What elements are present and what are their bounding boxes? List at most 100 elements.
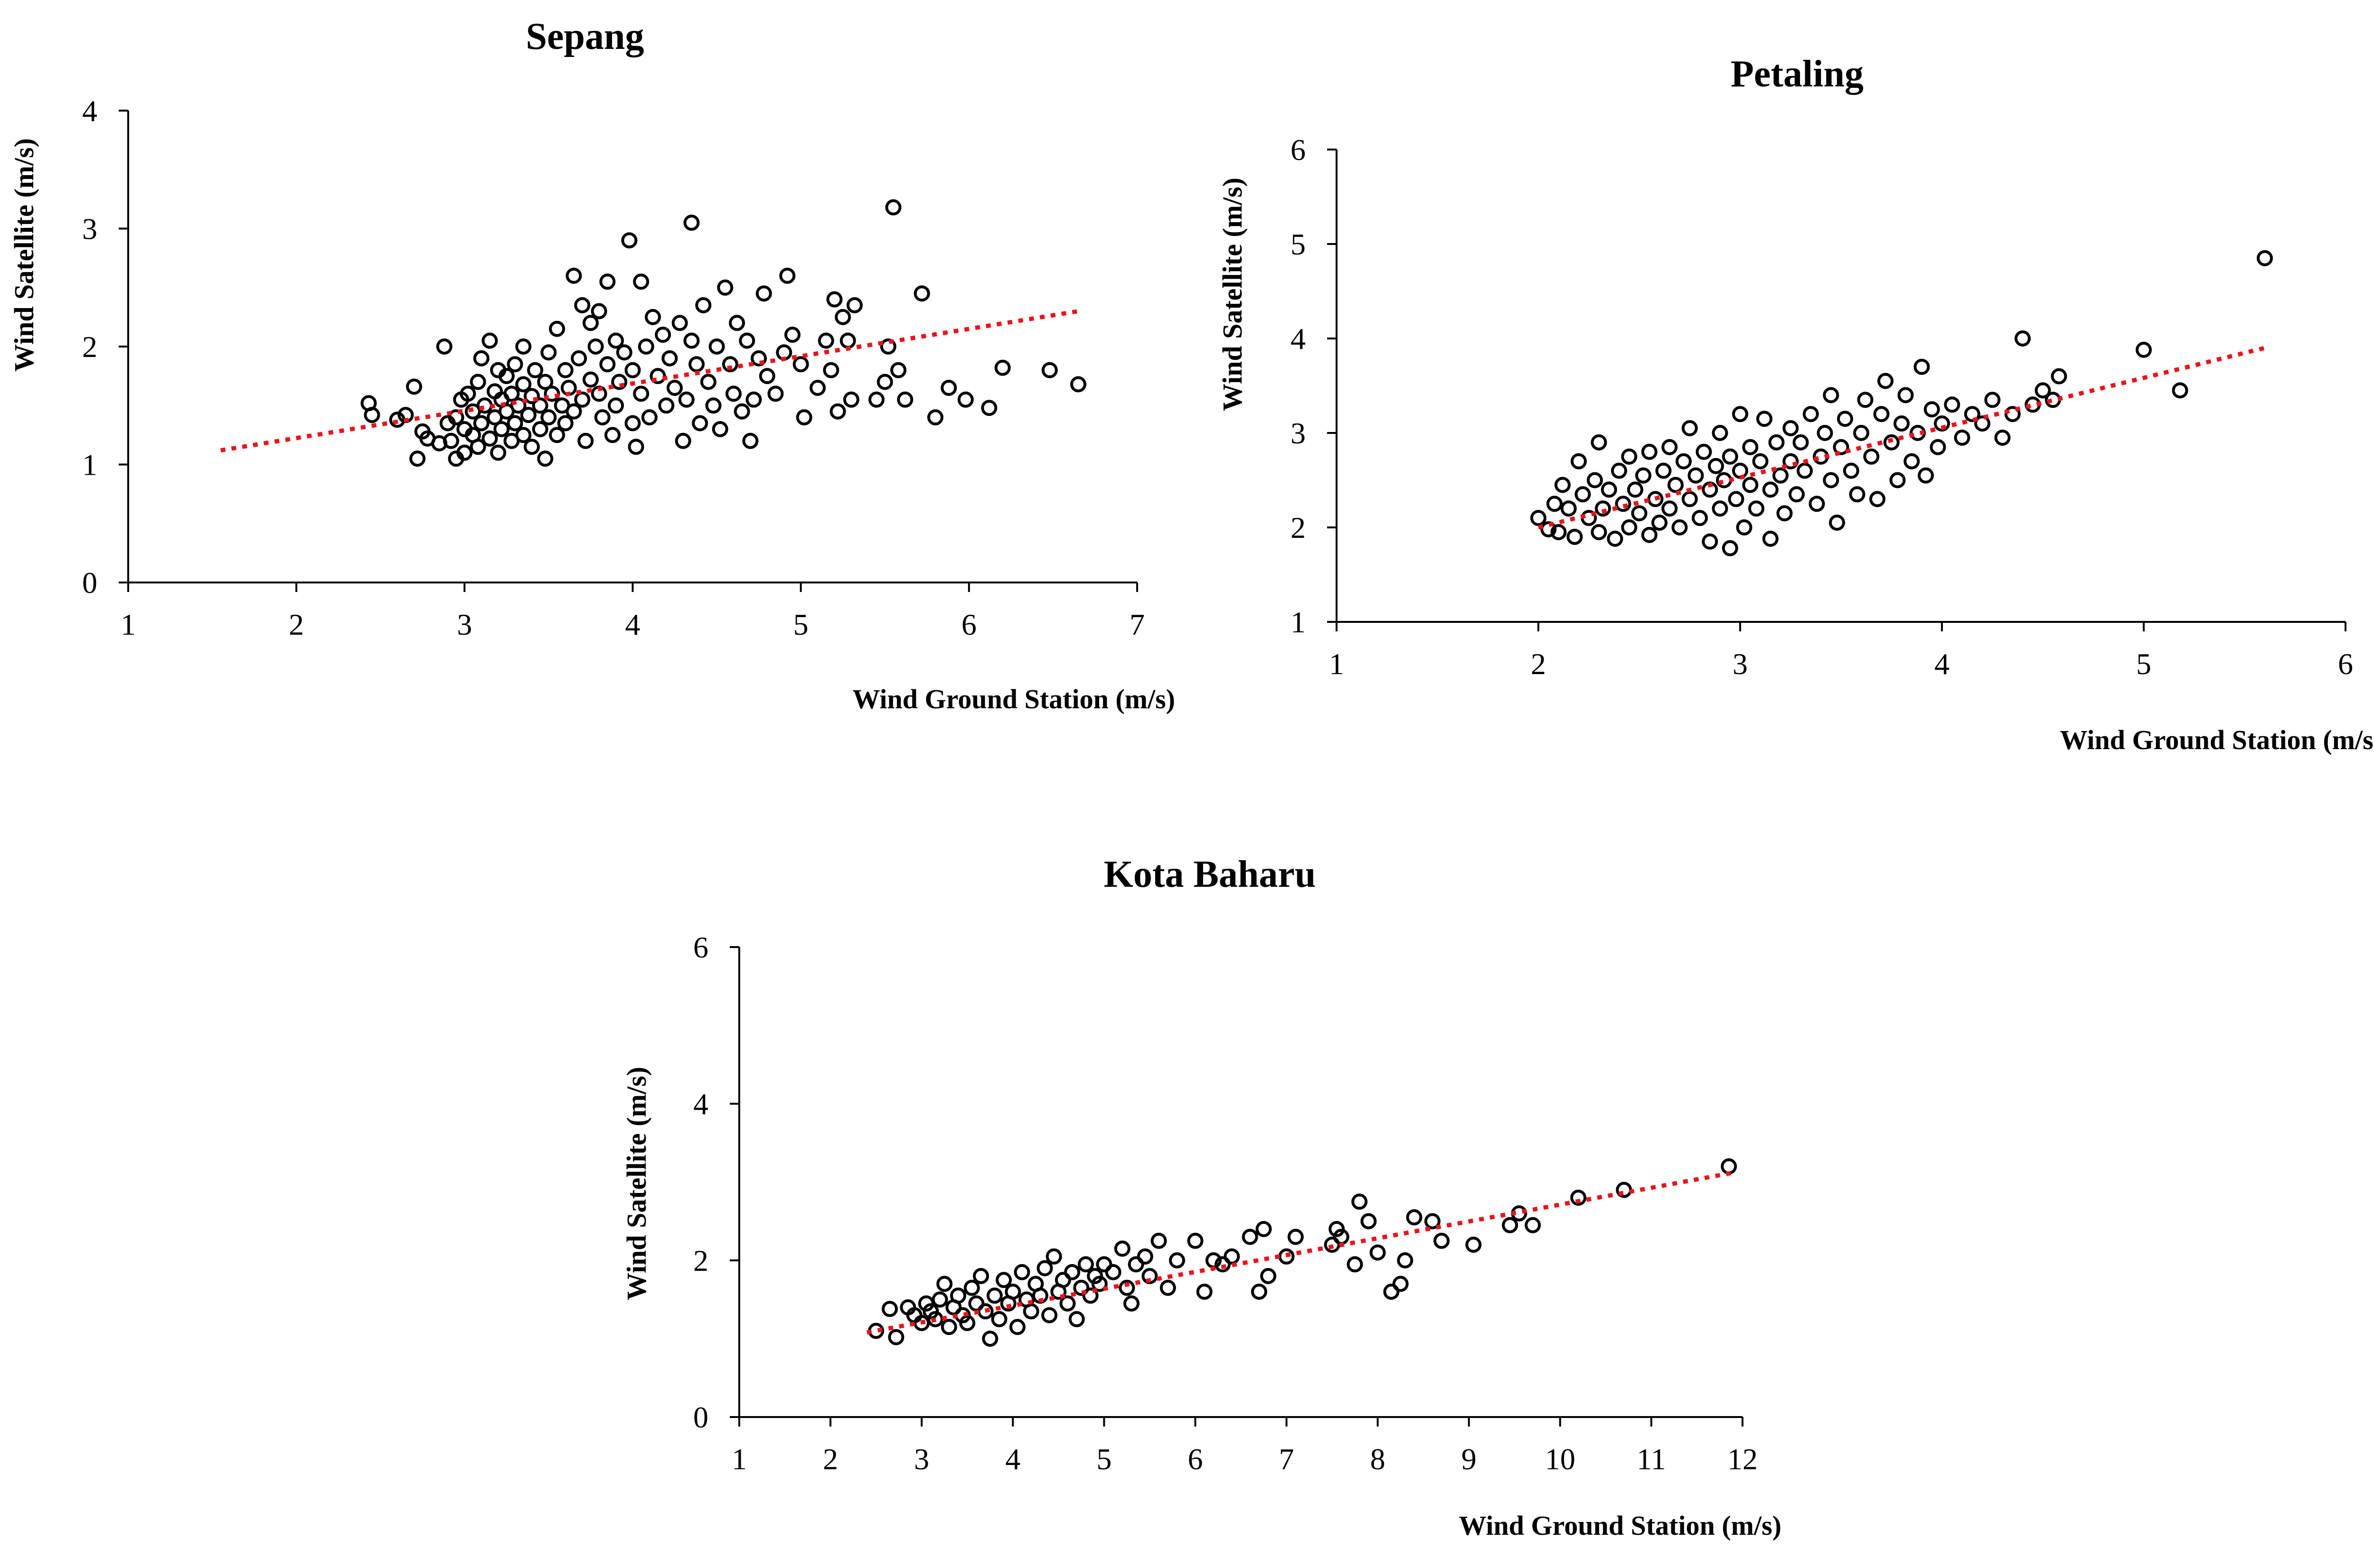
data-point <box>1762 481 1779 498</box>
data-point <box>973 1268 989 1284</box>
data-point <box>1073 1279 1090 1296</box>
data-point <box>1128 1256 1144 1273</box>
data-point <box>742 432 759 449</box>
data-point <box>1260 1268 1277 1284</box>
data-point <box>1974 415 1990 432</box>
data-point <box>1712 500 1728 517</box>
data-point <box>481 332 498 349</box>
data-point <box>1601 481 1617 498</box>
data-point <box>717 279 734 296</box>
data-point <box>2257 250 2273 266</box>
data-point <box>1772 467 1789 484</box>
data-point <box>982 1331 999 1347</box>
data-point <box>633 385 650 402</box>
data-point <box>1762 530 1779 547</box>
data-point <box>1903 453 1920 469</box>
data-point <box>460 385 476 402</box>
data-point <box>745 391 762 408</box>
data-point <box>1328 1221 1345 1237</box>
data-point <box>1748 500 1764 517</box>
x-tick-label: 3 <box>1733 647 1748 681</box>
data-point <box>1068 1311 1085 1327</box>
data-point <box>565 403 582 420</box>
data-point <box>1849 486 1865 503</box>
data-point <box>1627 481 1643 498</box>
data-point <box>490 444 507 461</box>
data-point <box>722 356 738 373</box>
data-point <box>700 374 716 390</box>
data-point <box>1889 472 1906 488</box>
data-point <box>1041 1307 1058 1324</box>
data-point <box>537 374 554 390</box>
data-point <box>473 350 490 366</box>
data-point <box>1055 1272 1071 1288</box>
data-point <box>876 374 893 390</box>
x-tick-label: 7 <box>1130 608 1145 641</box>
data-point <box>1923 401 1940 418</box>
y-tick-label: 0 <box>82 566 97 600</box>
data-point <box>608 397 624 414</box>
data-point <box>616 344 632 361</box>
x-tick-label: 12 <box>1727 1442 1758 1476</box>
data-point <box>510 397 527 414</box>
data-point <box>1369 1244 1386 1261</box>
data-point <box>1224 1248 1240 1265</box>
data-point <box>515 427 532 443</box>
data-point <box>1424 1213 1441 1230</box>
data-point <box>1059 1295 1076 1312</box>
chart-petaling: Petaling 1 2 3 4 5 6 1 2 3 4 5 6 Wind Ground Station … <box>1217 53 2374 755</box>
data-point <box>1897 387 1914 404</box>
data-point <box>481 430 498 447</box>
x-tick-label: 7 <box>1279 1442 1294 1476</box>
x-tick-label: 6 <box>961 608 977 641</box>
data-point <box>1797 462 1813 479</box>
data-point <box>932 1291 948 1308</box>
y-tick-label: 3 <box>82 212 97 246</box>
data-point <box>658 397 675 414</box>
data-point <box>683 215 700 231</box>
data-point <box>1287 1229 1304 1245</box>
data-point <box>498 368 515 385</box>
data-point <box>1954 430 1970 446</box>
data-point <box>2172 382 2188 399</box>
data-point <box>503 385 520 402</box>
data-point <box>1530 510 1546 526</box>
data-point <box>1005 1284 1021 1300</box>
data-point <box>729 315 745 331</box>
data-point <box>1137 1248 1153 1265</box>
data-point <box>608 332 624 349</box>
data-point <box>784 327 801 343</box>
data-point <box>755 285 772 302</box>
data-point <box>767 385 784 402</box>
data-point <box>549 427 565 443</box>
data-point <box>1114 1240 1130 1257</box>
data-point <box>667 380 683 396</box>
data-point <box>1560 500 1577 517</box>
x-tick-label: 10 <box>1545 1442 1575 1476</box>
data-point <box>1721 1158 1737 1174</box>
data-point <box>1802 406 1819 423</box>
y-tick-label: 1 <box>82 448 97 482</box>
data-point <box>571 350 587 366</box>
data-point <box>1732 406 1748 423</box>
data-point <box>888 1329 904 1345</box>
data-point <box>1994 430 2011 446</box>
data-point <box>1082 1287 1099 1304</box>
data-point <box>1465 1237 1482 1253</box>
data-point <box>1406 1209 1423 1226</box>
data-point <box>751 350 767 366</box>
trendline <box>1537 346 2266 530</box>
data-point <box>1681 420 1698 436</box>
data-point <box>624 362 641 378</box>
data-point <box>565 267 582 284</box>
data-point <box>1873 406 1890 423</box>
x-tick-label: 5 <box>1096 1442 1112 1476</box>
data-point <box>599 273 616 290</box>
x-tick-label: 3 <box>457 608 472 641</box>
y-tick-label: 2 <box>82 330 97 364</box>
trendline <box>220 309 1079 453</box>
data-point <box>839 332 856 349</box>
data-point <box>1540 521 1557 537</box>
data-point <box>1591 434 1607 451</box>
